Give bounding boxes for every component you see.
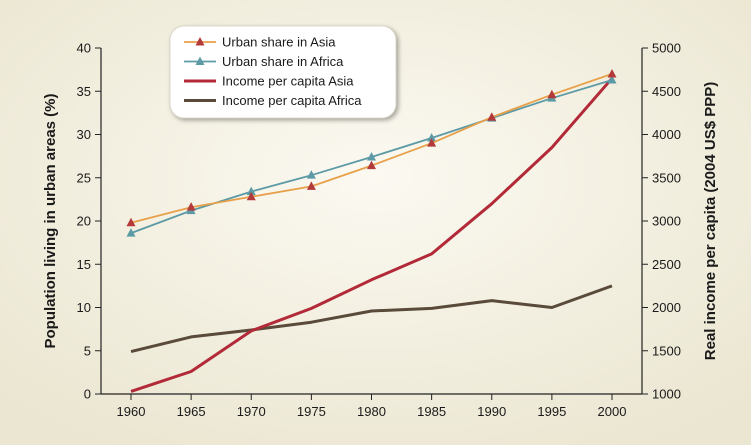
data-point-urban-share-in-asia: [607, 68, 617, 78]
data-point-urban-share-in-asia: [246, 191, 256, 201]
y2-tick-label: 3500: [652, 170, 681, 185]
x-tick-label: 1965: [177, 404, 206, 419]
data-point-urban-share-in-asia: [487, 112, 497, 121]
data-point-urban-share-in-africa: [427, 132, 437, 142]
y-tick-label: 25: [77, 170, 91, 185]
x-tick-label: 2000: [598, 404, 627, 419]
x-tick-label: 1960: [117, 404, 146, 419]
x-tick-label: 1990: [477, 404, 506, 419]
data-point-urban-share-in-asia: [306, 181, 316, 190]
axes: 0 5 10 15 20 25 30 35 40 1000 1500 2000 2500 3000 3500…: [77, 41, 681, 420]
data-point-urban-share-in-asia: [547, 89, 557, 99]
x-tick-label: 1995: [537, 404, 566, 419]
y-tick-label: 30: [77, 127, 91, 142]
y2-tick-label: 4000: [652, 127, 681, 142]
y-tick-label: 40: [77, 41, 91, 56]
data-point-urban-share-in-asia: [367, 160, 376, 170]
legend-marker-urban-share-in-asia: [195, 37, 205, 46]
y2-tick-label: 2500: [652, 257, 681, 272]
y2-tick-label: 1000: [652, 387, 681, 402]
data-point-urban-share-in-africa: [246, 186, 256, 196]
y2-tick-label: 1500: [652, 343, 681, 358]
legend: Urban share in Asia Urban share in Africa…: [169, 25, 397, 119]
y-tick-label: 0: [84, 387, 91, 402]
data-point-urban-share-in-asia: [427, 138, 437, 147]
x-tick-label: 1975: [297, 404, 326, 419]
legend-label-income-per-capita-africa: Income per capita Africa: [222, 93, 362, 108]
data-point-urban-share-in-asia: [126, 217, 136, 227]
y2-axis-title: Real income per capita (2004 US$ PPP): [702, 82, 719, 360]
legend-marker-urban-share-in-africa: [195, 56, 205, 65]
data-point-urban-share-in-africa: [306, 170, 316, 179]
y-tick-label: 15: [77, 257, 91, 272]
legend-label-urban-share-in-africa: Urban share in Africa: [222, 54, 344, 69]
y2-tick-label: 4500: [652, 84, 681, 99]
data-point-urban-share-in-africa: [367, 151, 376, 161]
y-tick-label: 10: [77, 300, 91, 315]
y-axis-title: Population living in urban areas (%): [42, 93, 59, 348]
y2-tick-label: 2000: [652, 300, 681, 315]
data-point-urban-share-in-asia: [186, 202, 196, 211]
y-tick-label: 5: [84, 343, 91, 358]
series-line-income-per-capita-asia: [130, 77, 614, 393]
x-tick-label: 1980: [357, 404, 386, 419]
y2-tick-label: 5000: [652, 41, 681, 56]
x-tick-label: 1985: [417, 404, 446, 419]
y-tick-label: 20: [77, 214, 91, 229]
series-layer: [126, 68, 617, 393]
legend-box: [169, 25, 397, 119]
x-tick-label: 1970: [237, 404, 266, 419]
data-point-urban-share-in-africa: [607, 75, 617, 84]
series-line-income-per-capita-africa: [130, 284, 613, 354]
legend-label-income-per-capita-asia: Income per capita Asia: [222, 74, 354, 89]
legend-label-urban-share-in-asia: Urban share in Asia: [222, 35, 336, 50]
y-tick-label: 35: [77, 84, 91, 99]
data-point-urban-share-in-africa: [126, 228, 136, 237]
y2-tick-label: 3000: [652, 214, 681, 229]
